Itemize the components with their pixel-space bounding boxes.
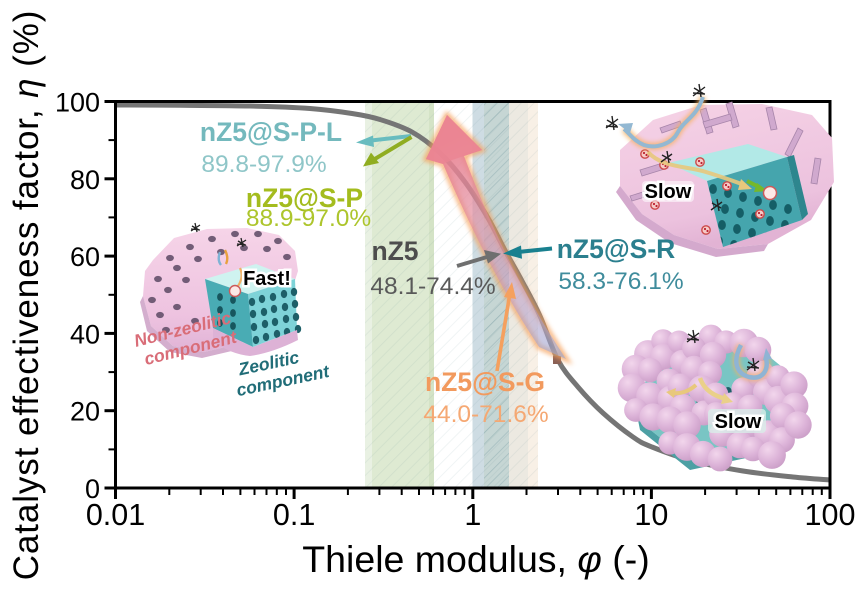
svg-text:10: 10 xyxy=(634,498,668,532)
svg-text:58.3-76.1%: 58.3-76.1% xyxy=(558,268,683,295)
svg-text:20: 20 xyxy=(70,397,100,427)
svg-text:100: 100 xyxy=(55,88,100,118)
svg-text:Thiele modulus, φ (-): Thiele modulus, φ (-) xyxy=(302,538,650,580)
svg-text:nZ5: nZ5 xyxy=(371,236,418,266)
svg-text:nZ5@S-P-L: nZ5@S-P-L xyxy=(200,117,342,147)
svg-text:0: 0 xyxy=(85,474,100,504)
svg-text:40: 40 xyxy=(70,319,100,349)
svg-text:100: 100 xyxy=(805,498,856,532)
svg-text:0.1: 0.1 xyxy=(273,498,315,532)
svg-text:nZ5@S-G: nZ5@S-G xyxy=(425,367,545,397)
svg-text:1: 1 xyxy=(464,498,481,532)
svg-text:nZ5@S-R: nZ5@S-R xyxy=(557,234,676,264)
svg-text:60: 60 xyxy=(70,242,100,272)
svg-text:Slow: Slow xyxy=(645,181,692,203)
svg-text:Slow: Slow xyxy=(715,411,762,433)
svg-text:0.01: 0.01 xyxy=(86,498,145,532)
svg-text:Fast!: Fast! xyxy=(243,268,291,290)
svg-text:Catalyst effectiveness factor,: Catalyst effectiveness factor, η (%) xyxy=(7,10,46,581)
svg-text:48.1-74.4%: 48.1-74.4% xyxy=(370,273,495,300)
svg-text:80: 80 xyxy=(70,165,100,195)
svg-text:89.8-97.9%: 89.8-97.9% xyxy=(201,151,326,178)
svg-text:nZ5@S-P: nZ5@S-P xyxy=(246,183,363,213)
svg-text:88.9-97.0%: 88.9-97.0% xyxy=(246,205,371,232)
svg-text:44.0-71.6%: 44.0-71.6% xyxy=(423,401,548,428)
